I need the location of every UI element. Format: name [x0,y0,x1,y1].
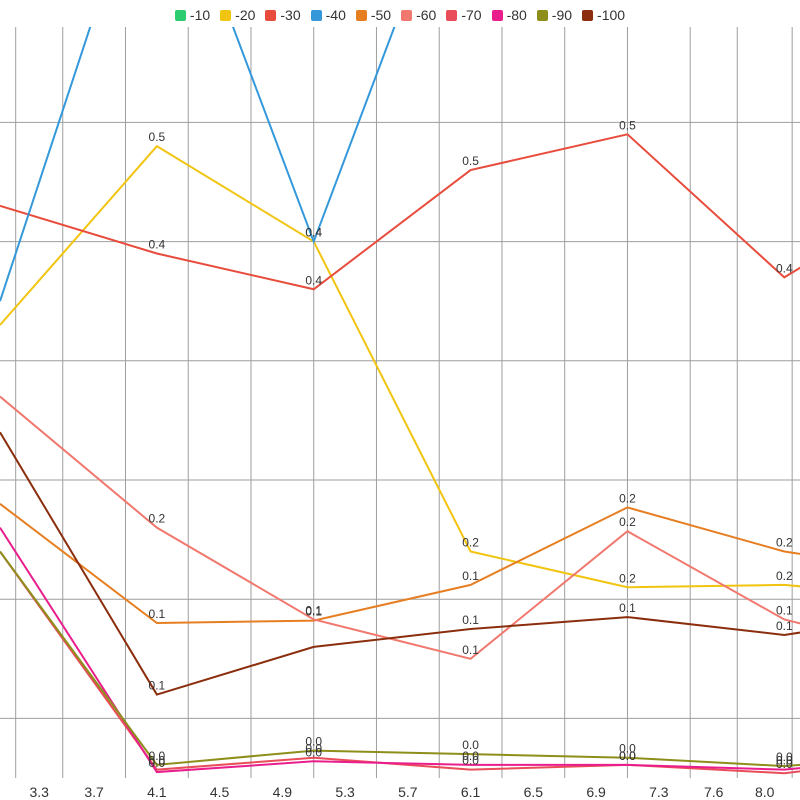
data-label: 0.2 [776,569,793,583]
data-label: 0.2 [619,515,636,529]
series-line--60 [0,395,800,660]
data-label: 0.0 [619,742,636,756]
legend-item[interactable]: -80 [491,7,527,23]
data-label: 0.4 [305,226,322,240]
x-tick-label: 7.3 [649,784,669,800]
data-label: 0.5 [149,130,166,144]
series-line--80 [0,527,800,774]
x-tick-label: 6.9 [586,784,606,800]
legend-label: -20 [235,7,256,23]
data-label: 0.2 [462,536,479,550]
data-label: 0.5 [462,154,479,168]
data-label: 0.0 [462,738,479,752]
legend-swatch [491,9,503,21]
data-label: 0.1 [149,679,166,693]
series-line--70 [0,550,800,775]
legend-swatch [446,9,458,21]
data-label: 0.1 [149,607,166,621]
data-label: 0.0 [619,749,636,763]
legend-item[interactable]: -30 [265,7,301,23]
data-label: 0.0 [776,757,793,771]
series-line--40 [0,27,396,302]
legend-swatch [582,9,594,21]
legend-label: -80 [506,7,527,23]
x-tick-label: 4.5 [210,784,230,800]
legend-item[interactable]: -90 [536,7,573,23]
data-label: 0.1 [619,601,636,615]
legend-label: -60 [416,7,437,23]
series-line--30 [0,133,800,291]
data-label: 0.1 [776,619,793,633]
data-label: 0.0 [149,756,166,770]
data-label: 0.4 [305,273,322,287]
legend-label: -30 [280,7,301,23]
legend-swatch [536,9,548,21]
data-label: 0.0 [149,749,166,763]
legend-swatch [401,9,413,21]
series-line--90 [0,550,800,768]
data-label: 0.1 [462,643,479,657]
x-tick-label: 8.0 [755,784,775,800]
x-tick-label: 3.3 [29,784,49,800]
x-tick-label: 7.6 [704,784,724,800]
data-label: 0.0 [776,754,793,768]
data-label: 0.2 [776,536,793,550]
data-label: 0.1 [776,603,793,617]
x-tick-label: 4.1 [147,784,167,800]
data-label: 0.0 [149,754,166,768]
series-line--20 [0,144,800,589]
data-label: 0.1 [462,569,479,583]
legend-item[interactable]: -10 [174,7,211,23]
data-label: 0.0 [776,750,793,764]
series-line--100 [0,431,800,696]
legend-item[interactable]: -70 [446,7,482,23]
legend-item[interactable]: -40 [310,7,346,23]
legend-label: -40 [325,7,346,23]
data-label: 0.4 [149,237,166,251]
data-label: 0.5 [619,118,636,132]
legend-item[interactable]: -100 [582,7,625,23]
x-tick-label: 4.9 [273,784,293,800]
series-group [0,27,800,775]
legend-label: -50 [370,7,392,23]
data-label: 0.4 [776,261,793,275]
data-label: 0.0 [305,745,322,759]
legend-label: -70 [461,7,482,23]
legend-item[interactable]: -60 [401,7,436,23]
data-label: 0.1 [305,605,322,619]
x-tick-label: 5.7 [398,784,418,800]
x-tick-label: 6.1 [461,784,481,800]
data-label: 0.2 [619,491,636,505]
legend-label: -90 [551,7,573,23]
legend-swatch [174,9,186,21]
data-label: 0.1 [305,603,322,617]
series-line--50 [0,503,800,625]
data-label: 0.1 [462,613,479,627]
data-label: 0.0 [305,735,322,749]
legend-swatch [220,9,232,21]
legend-swatch [355,9,367,21]
data-label: 0.0 [619,749,636,763]
x-tick-label: 6.5 [524,784,544,800]
data-label: 0.0 [462,749,479,763]
legend-label: -10 [189,7,211,23]
legend: -10 -20 -30 -40 -50 -60 -70 -80 -90 -100 [0,0,800,30]
legend-swatch [265,9,277,21]
legend-item[interactable]: -50 [355,7,392,23]
data-label: 0.2 [619,571,636,585]
data-label: 0.0 [305,742,322,756]
data-label: 0.4 [305,226,322,240]
x-tick-label: 3.7 [84,784,104,800]
data-label: 0.0 [462,754,479,768]
legend-swatch [310,9,322,21]
data-label: 0.2 [149,512,166,526]
x-tick-label: 5.3 [335,784,355,800]
legend-item[interactable]: -20 [220,7,255,23]
legend-label: -100 [597,7,626,23]
